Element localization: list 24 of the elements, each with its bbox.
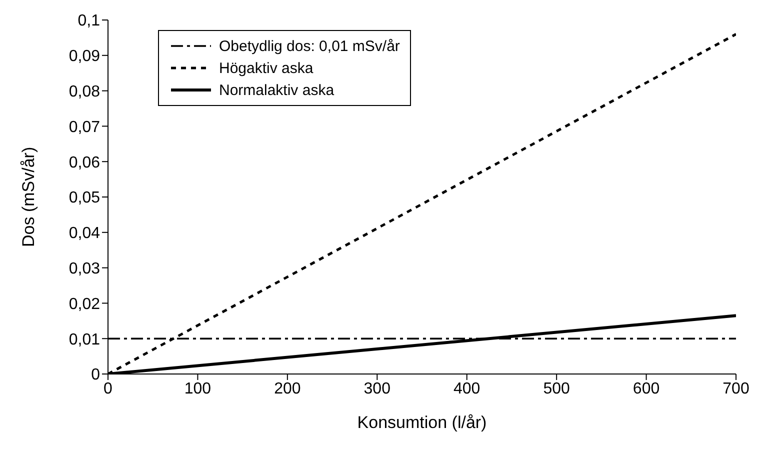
y-tick-label: 0,02 <box>68 296 100 313</box>
y-tick-label: 0,08 <box>68 83 100 100</box>
legend-label: Obetydlig dos: 0,01 mSv/år <box>219 38 400 54</box>
x-axis-title: Konsumtion (l/år) <box>357 413 487 432</box>
y-tick-label: 0,05 <box>68 190 100 207</box>
x-tick-label: 400 <box>454 380 480 398</box>
y-tick-label: 0 <box>91 366 100 384</box>
x-tick-label: 500 <box>543 380 570 398</box>
y-tick-label: 0,09 <box>68 48 100 66</box>
y-tick-label: 0,03 <box>68 260 100 278</box>
legend-label: Normalaktiv aska <box>219 82 334 98</box>
y-tick-label: 0,06 <box>68 154 100 172</box>
x-tick-label: 0 <box>104 380 113 398</box>
y-tick-label: 0,1 <box>78 12 100 30</box>
y-tick-label: 0,04 <box>68 225 100 242</box>
x-tick-label: 600 <box>632 380 660 398</box>
x-tick-label: 100 <box>184 380 212 398</box>
y-tick-label: 0,01 <box>68 331 100 348</box>
x-tick-label: 300 <box>364 380 391 398</box>
y-axis-title: Dos (mSv/år) <box>19 146 38 247</box>
x-tick-label: 700 <box>722 380 750 398</box>
x-tick-label: 200 <box>274 380 301 398</box>
legend-label: Högaktiv aska <box>219 60 314 76</box>
y-tick-label: 0,07 <box>68 118 100 136</box>
